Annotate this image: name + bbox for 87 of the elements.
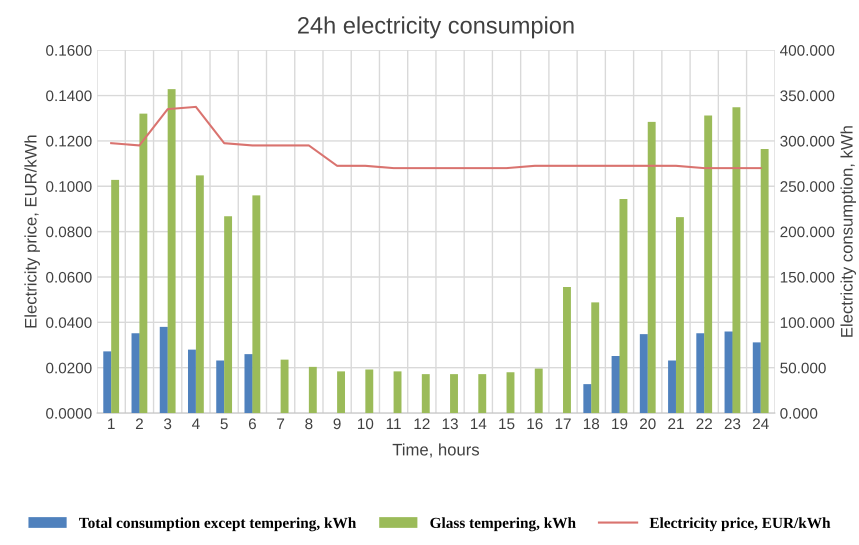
- x-tick-label: 5: [220, 418, 228, 430]
- x-tick-label: 20: [640, 418, 656, 430]
- x-tick-label: 11: [386, 418, 401, 430]
- x-tick-label: 9: [334, 418, 341, 430]
- x-tick-label: 8: [305, 418, 312, 430]
- bar: [224, 216, 232, 414]
- bar: [506, 372, 514, 414]
- x-tick-label: 22: [696, 418, 712, 430]
- bar: [583, 384, 592, 414]
- bar: [752, 342, 761, 414]
- bar: [188, 350, 196, 414]
- x-tick-label: 15: [499, 418, 514, 430]
- bar: [563, 286, 571, 414]
- x-tick-label: 13: [442, 418, 458, 430]
- x-axis-title: Time, hours: [392, 443, 480, 458]
- x-tick-label: 2: [136, 418, 143, 430]
- bar: [696, 333, 704, 414]
- bar: [337, 371, 346, 414]
- bar: [168, 89, 176, 414]
- y2-tick-label: 400.000: [780, 45, 834, 56]
- legend-label: Glass tempering, kWh: [430, 517, 576, 532]
- bar: [365, 370, 374, 414]
- x-tick-label: 18: [584, 418, 600, 430]
- y2-axis-title: Electricity consumption, kWh: [840, 126, 856, 337]
- chart-title: 24h electricity consumpion: [298, 16, 574, 38]
- bar: [252, 195, 260, 414]
- y-tick-label: 0.1400: [46, 90, 92, 102]
- legend-label: Total consumption except tempering, kWh: [79, 517, 356, 532]
- y-tick-label: 0.1200: [46, 136, 92, 147]
- y-tick-label: 0.0800: [46, 226, 92, 238]
- bar: [732, 107, 740, 414]
- y2-tick-label: 250.000: [780, 181, 834, 192]
- bar: [216, 360, 224, 414]
- x-tick-label: 16: [527, 418, 543, 430]
- bar: [244, 354, 252, 414]
- bar: [450, 374, 458, 414]
- x-tick-label: 3: [164, 418, 172, 430]
- x-tick-label: 12: [414, 418, 430, 430]
- x-tick-label: 6: [248, 418, 256, 430]
- bar: [534, 368, 543, 414]
- bar: [591, 302, 600, 414]
- x-tick-label: 24: [752, 418, 769, 430]
- bar: [640, 334, 648, 414]
- bar: [760, 149, 769, 414]
- bar: [668, 360, 676, 414]
- y-tick-label: 0.1600: [46, 45, 92, 56]
- bar: [160, 326, 168, 414]
- bar: [704, 115, 712, 414]
- bar: [422, 374, 430, 414]
- x-tick-label: 17: [556, 418, 571, 430]
- x-tick-label: 1: [108, 418, 115, 430]
- y2-tick-label: 0.000: [780, 408, 818, 419]
- x-tick-label: 4: [192, 418, 200, 430]
- x-tick-label: 7: [277, 418, 284, 430]
- bar: [308, 366, 317, 414]
- bar: [103, 351, 112, 414]
- bar: [139, 114, 148, 414]
- bar: [612, 356, 620, 414]
- y2-tick-label: 100.000: [780, 317, 834, 328]
- bar: [394, 371, 402, 414]
- y2-tick-label: 50.000: [780, 362, 826, 374]
- bar: [478, 374, 486, 414]
- y-tick-label: 0.0600: [46, 272, 92, 283]
- bar: [111, 180, 120, 414]
- x-tick-label: 23: [724, 418, 740, 430]
- bar: [280, 360, 289, 414]
- bar: [196, 175, 204, 414]
- bar: [724, 331, 732, 414]
- y-tick-label: 0.0000: [46, 408, 92, 419]
- y-tick-label: 0.0200: [46, 362, 92, 374]
- bar: [648, 122, 656, 414]
- y2-tick-label: 150.000: [780, 272, 834, 283]
- x-tick-label: 14: [470, 418, 486, 430]
- y-tick-label: 0.0400: [46, 317, 92, 328]
- legend-label: Electricity price, EUR/kWh: [650, 517, 830, 532]
- bar: [620, 198, 628, 414]
- y-tick-label: 0.1000: [46, 181, 92, 192]
- bar: [676, 217, 684, 414]
- x-tick-label: 10: [358, 418, 374, 430]
- y2-tick-label: 350.000: [780, 90, 834, 102]
- x-tick-label: 21: [668, 418, 684, 430]
- y2-tick-label: 300.000: [780, 136, 834, 147]
- x-tick-label: 19: [612, 418, 628, 430]
- bar: [132, 333, 140, 414]
- y-axis-title: Electricity price, EUR/kWh: [24, 135, 40, 328]
- line-series: [110, 106, 762, 170]
- y2-tick-label: 200.000: [780, 226, 834, 238]
